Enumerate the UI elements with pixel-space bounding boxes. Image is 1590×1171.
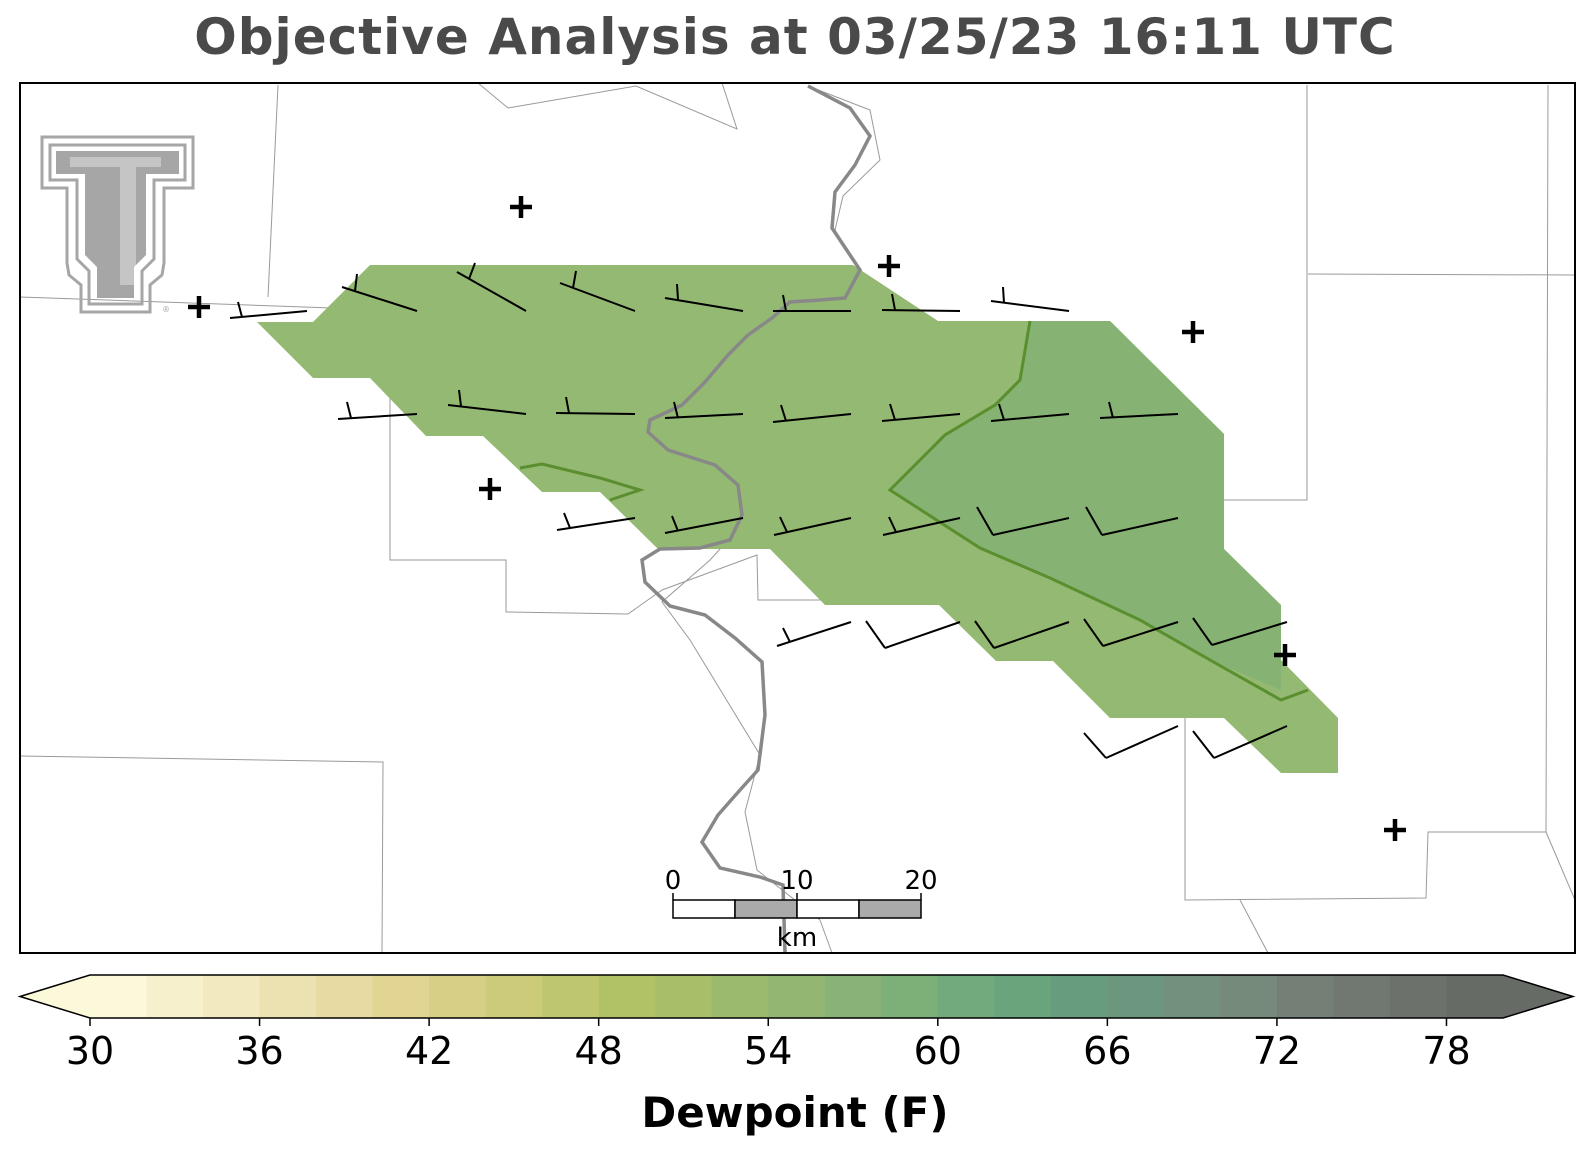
colorbar-swatch xyxy=(655,975,713,1018)
wind-barb xyxy=(882,516,961,536)
colorbar-swatch xyxy=(146,975,204,1018)
colorbar-tick-label: 72 xyxy=(1253,1029,1301,1073)
wind-barb xyxy=(881,403,961,422)
wind-barb xyxy=(555,396,636,415)
dewpoint-contours xyxy=(519,320,1309,702)
scale-tick-label: 20 xyxy=(904,866,937,896)
wind-barb xyxy=(772,404,852,423)
wind-barb xyxy=(773,516,852,536)
colorbar-swatch xyxy=(1389,975,1448,1018)
wind-barb xyxy=(976,506,1070,536)
wind-barb xyxy=(1083,618,1179,647)
colorbar-tick-label: 36 xyxy=(235,1029,283,1073)
station-marker xyxy=(510,196,532,218)
wind-barb xyxy=(1083,725,1179,759)
colorbar-tick-label: 60 xyxy=(914,1029,962,1073)
colorbar-swatch xyxy=(1163,975,1221,1018)
wind-barb xyxy=(556,512,636,531)
scale-tick-label: 0 xyxy=(665,866,682,896)
wind-barb xyxy=(341,273,418,312)
station-marker xyxy=(479,478,501,500)
colorbar-extend-min xyxy=(20,975,90,1018)
colorbar-swatch xyxy=(1107,975,1165,1018)
map-title: Objective Analysis at 03/25/23 16:11 UTC xyxy=(194,8,1396,66)
colorbar-swatch xyxy=(994,975,1052,1018)
station-marker xyxy=(188,296,210,318)
colorbar-tick-label: 66 xyxy=(1083,1029,1131,1073)
colorbar-swatch xyxy=(90,975,148,1018)
station-marker xyxy=(878,255,900,277)
colorbar-swatch xyxy=(485,975,543,1018)
wind-barb xyxy=(664,515,744,534)
state-boundary xyxy=(640,84,873,953)
colorbar-swatch xyxy=(372,975,430,1018)
colorbar-extend-max xyxy=(1503,975,1573,1018)
wind-barb xyxy=(776,621,852,647)
wind-barb xyxy=(974,620,1070,649)
dewpoint-fill-58-60 xyxy=(890,321,1281,690)
wind-barb xyxy=(664,401,744,419)
wind-barb xyxy=(1099,401,1179,419)
colorbar-tick-label: 78 xyxy=(1422,1029,1470,1073)
map-content xyxy=(20,83,1575,953)
scale-bar: 0 10 20 km xyxy=(665,866,938,953)
colorbar-swatch xyxy=(316,975,374,1018)
colorbar-swatch xyxy=(1050,975,1108,1018)
colorbar-swatch xyxy=(1220,975,1278,1018)
map-frame xyxy=(19,82,1576,954)
colorbar-swatch xyxy=(1333,975,1391,1018)
wind-barb xyxy=(773,294,851,312)
colorbar-tick-label: 42 xyxy=(405,1029,453,1073)
colorbar-swatch xyxy=(881,975,939,1018)
wind-barb xyxy=(1192,725,1288,759)
wind-barb xyxy=(881,293,961,312)
wind-barb xyxy=(1192,617,1288,646)
wind-barbs xyxy=(229,262,1288,759)
colorbar-swatch xyxy=(1446,975,1504,1018)
colorbar-label: Dewpoint (F) xyxy=(641,1088,949,1137)
wind-barb xyxy=(990,286,1070,312)
wind-barb xyxy=(229,301,308,319)
wind-barb xyxy=(664,283,744,312)
colorbar: 30 36 42 48 54 60 66 72 78 xyxy=(17,974,1576,1073)
wind-barb xyxy=(337,401,418,420)
colorbar-swatch xyxy=(203,975,261,1018)
scale-unit-label: km xyxy=(777,923,817,953)
colorbar-tick-label: 54 xyxy=(744,1029,792,1073)
colorbar-swatch xyxy=(598,975,656,1018)
wind-barb xyxy=(447,389,527,415)
colorbar-swatch xyxy=(1276,975,1335,1018)
colorbar-tick-label: 48 xyxy=(575,1029,623,1073)
colorbar-swatch xyxy=(824,975,882,1018)
colorbar-swatch xyxy=(542,975,600,1018)
station-markers xyxy=(188,196,1406,841)
station-marker xyxy=(1384,819,1406,841)
wind-barb xyxy=(1085,506,1179,536)
svg-text:®: ® xyxy=(162,305,170,314)
colorbar-swatch xyxy=(711,975,769,1018)
scale-tick-label: 10 xyxy=(780,866,813,896)
station-marker xyxy=(1182,321,1204,343)
colorbar-swatch xyxy=(768,975,826,1018)
wind-barb xyxy=(865,620,961,649)
colorbar-swatch xyxy=(429,975,487,1018)
texas-tech-logo: ® xyxy=(40,135,195,314)
wind-barb xyxy=(990,403,1070,422)
wind-barb xyxy=(456,262,527,312)
colorbar-swatch xyxy=(259,975,317,1018)
colorbar-tick-label: 30 xyxy=(66,1029,114,1073)
wind-barb xyxy=(559,270,636,312)
station-marker xyxy=(1274,644,1296,666)
colorbar-swatch xyxy=(937,975,995,1018)
